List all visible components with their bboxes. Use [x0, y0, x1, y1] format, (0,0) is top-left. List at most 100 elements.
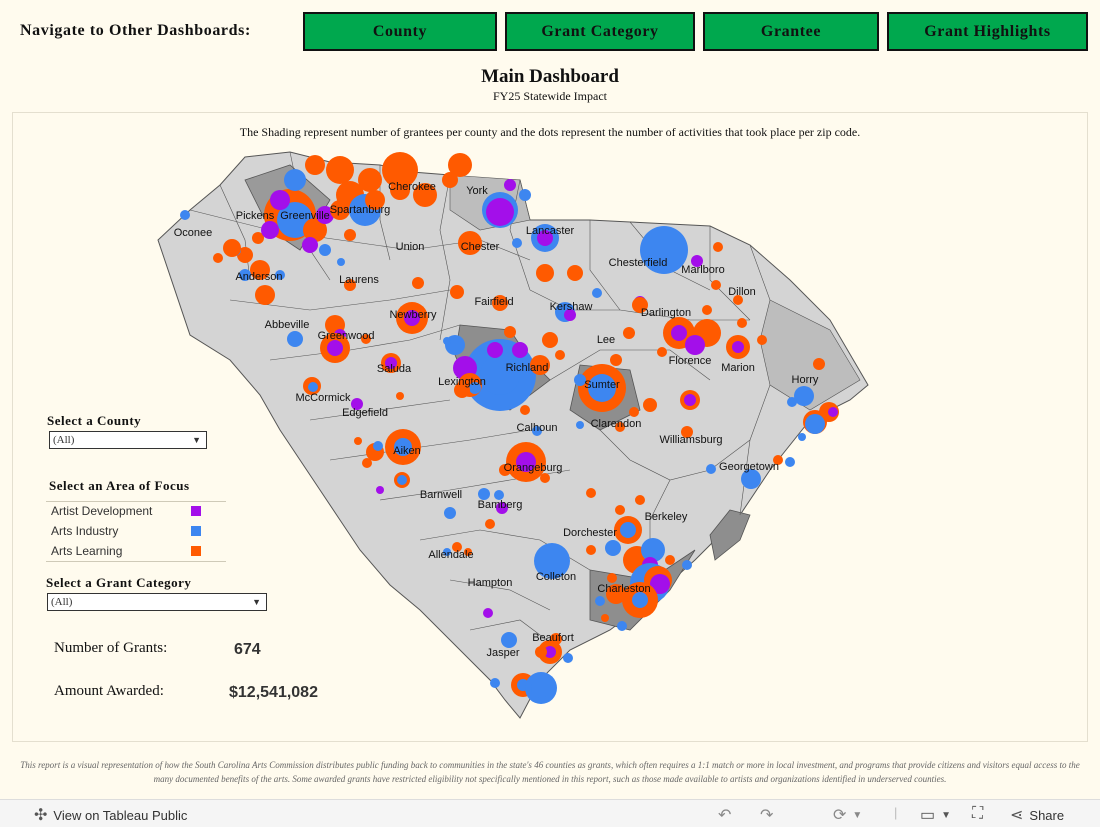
- activity-dot[interactable]: [733, 295, 743, 305]
- activity-dot[interactable]: [504, 326, 516, 338]
- activity-dot[interactable]: [691, 255, 703, 267]
- activity-dot[interactable]: [532, 426, 542, 436]
- activity-dot[interactable]: [595, 596, 605, 606]
- activity-dot[interactable]: [344, 229, 356, 241]
- activity-dot[interactable]: [512, 238, 522, 248]
- activity-dot[interactable]: [685, 335, 705, 355]
- activity-dot[interactable]: [486, 198, 514, 226]
- activity-dot[interactable]: [540, 473, 550, 483]
- activity-dot[interactable]: [681, 426, 693, 438]
- activity-dot[interactable]: [319, 244, 331, 256]
- activity-dot[interactable]: [270, 190, 290, 210]
- activity-dot[interactable]: [261, 221, 279, 239]
- activity-dot[interactable]: [534, 543, 570, 579]
- activity-dot[interactable]: [586, 488, 596, 498]
- activity-dot[interactable]: [567, 265, 583, 281]
- revert-button[interactable]: ⟳ ▼: [833, 805, 862, 825]
- activity-dot[interactable]: [376, 486, 384, 494]
- activity-dot[interactable]: [620, 522, 636, 538]
- activity-dot[interactable]: [576, 421, 584, 429]
- activity-dot[interactable]: [496, 502, 508, 514]
- grant-highlights-dashboard-button[interactable]: Grant Highlights: [887, 12, 1088, 51]
- activity-dot[interactable]: [828, 407, 838, 417]
- activity-dot[interactable]: [385, 357, 397, 369]
- activity-dot[interactable]: [396, 392, 404, 400]
- activity-dot[interactable]: [640, 226, 688, 274]
- activity-dot[interactable]: [536, 264, 554, 282]
- activity-dot[interactable]: [805, 414, 825, 434]
- activity-dot[interactable]: [530, 355, 550, 375]
- activity-dot[interactable]: [535, 646, 547, 658]
- legend-item-arts-learning[interactable]: Arts Learning: [51, 544, 206, 558]
- activity-dot[interactable]: [373, 441, 383, 451]
- activity-dot[interactable]: [702, 305, 712, 315]
- activity-dot[interactable]: [492, 295, 508, 311]
- activity-dot[interactable]: [302, 237, 318, 253]
- activity-dot[interactable]: [635, 495, 645, 505]
- activity-dot[interactable]: [531, 678, 551, 698]
- activity-dot[interactable]: [382, 152, 418, 188]
- activity-dot[interactable]: [798, 433, 806, 441]
- grant-category-dashboard-button[interactable]: Grant Category: [505, 12, 695, 51]
- activity-dot[interactable]: [494, 490, 504, 500]
- activity-dot[interactable]: [757, 335, 767, 345]
- activity-dot[interactable]: [623, 327, 635, 339]
- activity-dot[interactable]: [316, 206, 334, 224]
- activity-dot[interactable]: [275, 270, 285, 280]
- activity-dot[interactable]: [485, 519, 495, 529]
- activity-dot[interactable]: [361, 334, 371, 344]
- activity-dot[interactable]: [443, 548, 451, 556]
- activity-dot[interactable]: [794, 386, 814, 406]
- activity-dot[interactable]: [443, 337, 451, 345]
- activity-dot[interactable]: [787, 397, 797, 407]
- activity-dot[interactable]: [452, 542, 462, 552]
- redo-button[interactable]: ↷: [760, 805, 773, 825]
- activity-dot[interactable]: [487, 342, 503, 358]
- activity-dot[interactable]: [617, 621, 627, 631]
- activity-dot[interactable]: [180, 210, 190, 220]
- grantee-dashboard-button[interactable]: Grantee: [703, 12, 879, 51]
- activity-dot[interactable]: [351, 398, 363, 410]
- county-select[interactable]: (All) ▼: [49, 431, 207, 449]
- activity-dot[interactable]: [504, 179, 516, 191]
- activity-dot[interactable]: [237, 247, 253, 263]
- activity-dot[interactable]: [643, 398, 657, 412]
- activity-dot[interactable]: [615, 422, 625, 432]
- activity-dot[interactable]: [454, 382, 470, 398]
- activity-dot[interactable]: [605, 540, 621, 556]
- activity-dot[interactable]: [512, 342, 528, 358]
- activity-dot[interactable]: [607, 573, 617, 583]
- activity-dot[interactable]: [448, 153, 472, 177]
- activity-dot[interactable]: [615, 505, 625, 515]
- activity-dot[interactable]: [586, 545, 596, 555]
- activity-dot[interactable]: [284, 169, 306, 191]
- activity-dot[interactable]: [327, 340, 343, 356]
- activity-dot[interactable]: [354, 437, 362, 445]
- activity-dot[interactable]: [665, 555, 675, 565]
- activity-dot[interactable]: [564, 309, 576, 321]
- activity-dot[interactable]: [737, 318, 747, 328]
- activity-dot[interactable]: [732, 341, 744, 353]
- activity-dot[interactable]: [337, 258, 345, 266]
- activity-dot[interactable]: [650, 574, 670, 594]
- activity-dot[interactable]: [632, 592, 648, 608]
- activity-dot[interactable]: [252, 232, 264, 244]
- activity-dot[interactable]: [544, 646, 556, 658]
- activity-dot[interactable]: [255, 285, 275, 305]
- activity-dot[interactable]: [404, 310, 420, 326]
- activity-dot[interactable]: [682, 560, 692, 570]
- activity-dot[interactable]: [483, 608, 493, 618]
- activity-dot[interactable]: [601, 614, 609, 622]
- south-carolina-map[interactable]: Oconee Pickens Greenville Spartanburg Cherok…: [150, 140, 870, 730]
- activity-dot[interactable]: [773, 455, 783, 465]
- activity-dot[interactable]: [287, 331, 303, 347]
- activity-dot[interactable]: [464, 548, 472, 556]
- activity-dot[interactable]: [520, 405, 530, 415]
- activity-dot[interactable]: [706, 464, 716, 474]
- legend-item-arts-industry[interactable]: Arts Industry: [51, 524, 206, 538]
- activity-dot[interactable]: [542, 332, 558, 348]
- activity-dot[interactable]: [713, 242, 723, 252]
- activity-dot[interactable]: [606, 584, 626, 604]
- activity-dot[interactable]: [563, 653, 573, 663]
- activity-dot[interactable]: [632, 297, 648, 313]
